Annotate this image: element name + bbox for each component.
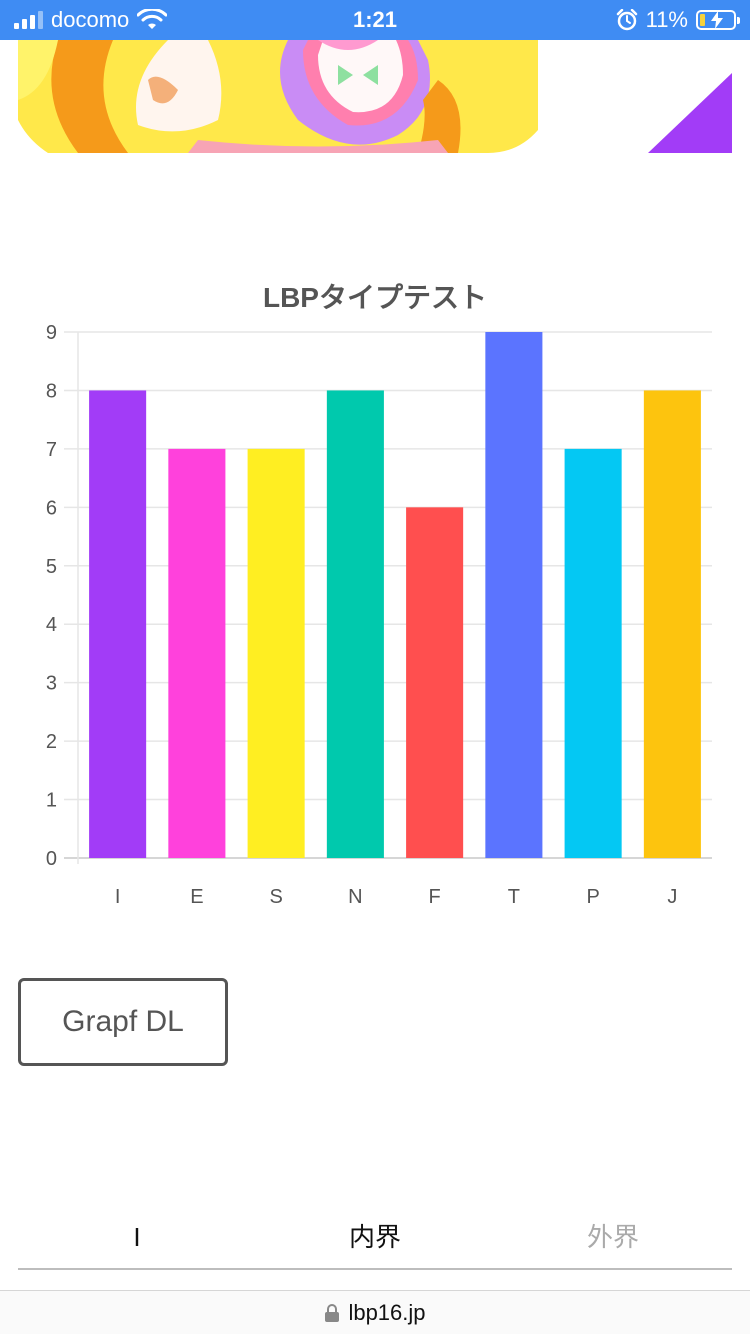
bar-P [564, 448, 622, 858]
tab-outer-world[interactable]: 外界 [586, 1222, 639, 1252]
tab-i[interactable]: I [133, 1222, 141, 1252]
y-tick-label: 6 [46, 497, 57, 519]
x-tick-label: E [190, 886, 203, 908]
battery-icon [696, 10, 740, 30]
x-tick-label: P [586, 886, 599, 908]
bar-I [89, 390, 147, 858]
url-domain: lbp16.jp [348, 1299, 426, 1325]
bar-E [168, 448, 226, 858]
bar-T [485, 332, 543, 858]
y-tick-label: 1 [46, 790, 57, 812]
x-tick-label: J [667, 886, 677, 908]
y-tick-label: 0 [46, 848, 57, 870]
status-left: docomo [14, 0, 168, 40]
bar-N [326, 390, 384, 858]
x-tick-label: I [115, 886, 121, 908]
graph-download-button[interactable]: Grapf DL [18, 978, 228, 1066]
x-tick-label: S [269, 886, 282, 908]
status-bar: docomo 1:21 11% [0, 0, 750, 40]
browser-url-bar[interactable]: lbp16.jp [0, 1290, 750, 1334]
x-tick-label: T [508, 886, 520, 908]
y-tick-label: 2 [46, 731, 57, 753]
battery-percent: 11% [645, 7, 688, 32]
bar-F [406, 507, 464, 858]
chart-plot: 0 1 2 3 4 5 6 7 8 9 I E S N F T P J [46, 322, 712, 908]
y-tick-label: 5 [46, 556, 57, 578]
alarm-icon [616, 9, 637, 31]
bar-J [643, 390, 701, 858]
y-tick-label: 8 [46, 380, 57, 402]
x-tick-label: N [348, 886, 362, 908]
status-right: 11% [616, 0, 740, 40]
y-tick-label: 3 [46, 673, 57, 695]
y-tick-label: 4 [46, 614, 57, 636]
chart-title: LBPタイプテスト [262, 282, 487, 313]
signal-icon [14, 11, 43, 29]
bar-chart: LBPタイプテスト 0 1 2 3 4 5 6 7 8 9 I E S N F T P J [0, 260, 750, 920]
clock: 1:21 [352, 7, 398, 32]
y-tick-label: 9 [46, 322, 57, 344]
tab-bar: I 内界 外界 [18, 1208, 732, 1270]
hero-illustration [18, 40, 732, 153]
tab-inner-world[interactable]: 内界 [348, 1222, 401, 1252]
bar-S [247, 448, 305, 858]
y-tick-label: 7 [46, 439, 57, 461]
x-tick-label: F [429, 886, 441, 908]
carrier-name: docomo [51, 7, 130, 32]
wifi-icon [137, 9, 168, 29]
lock-icon [325, 1303, 340, 1322]
